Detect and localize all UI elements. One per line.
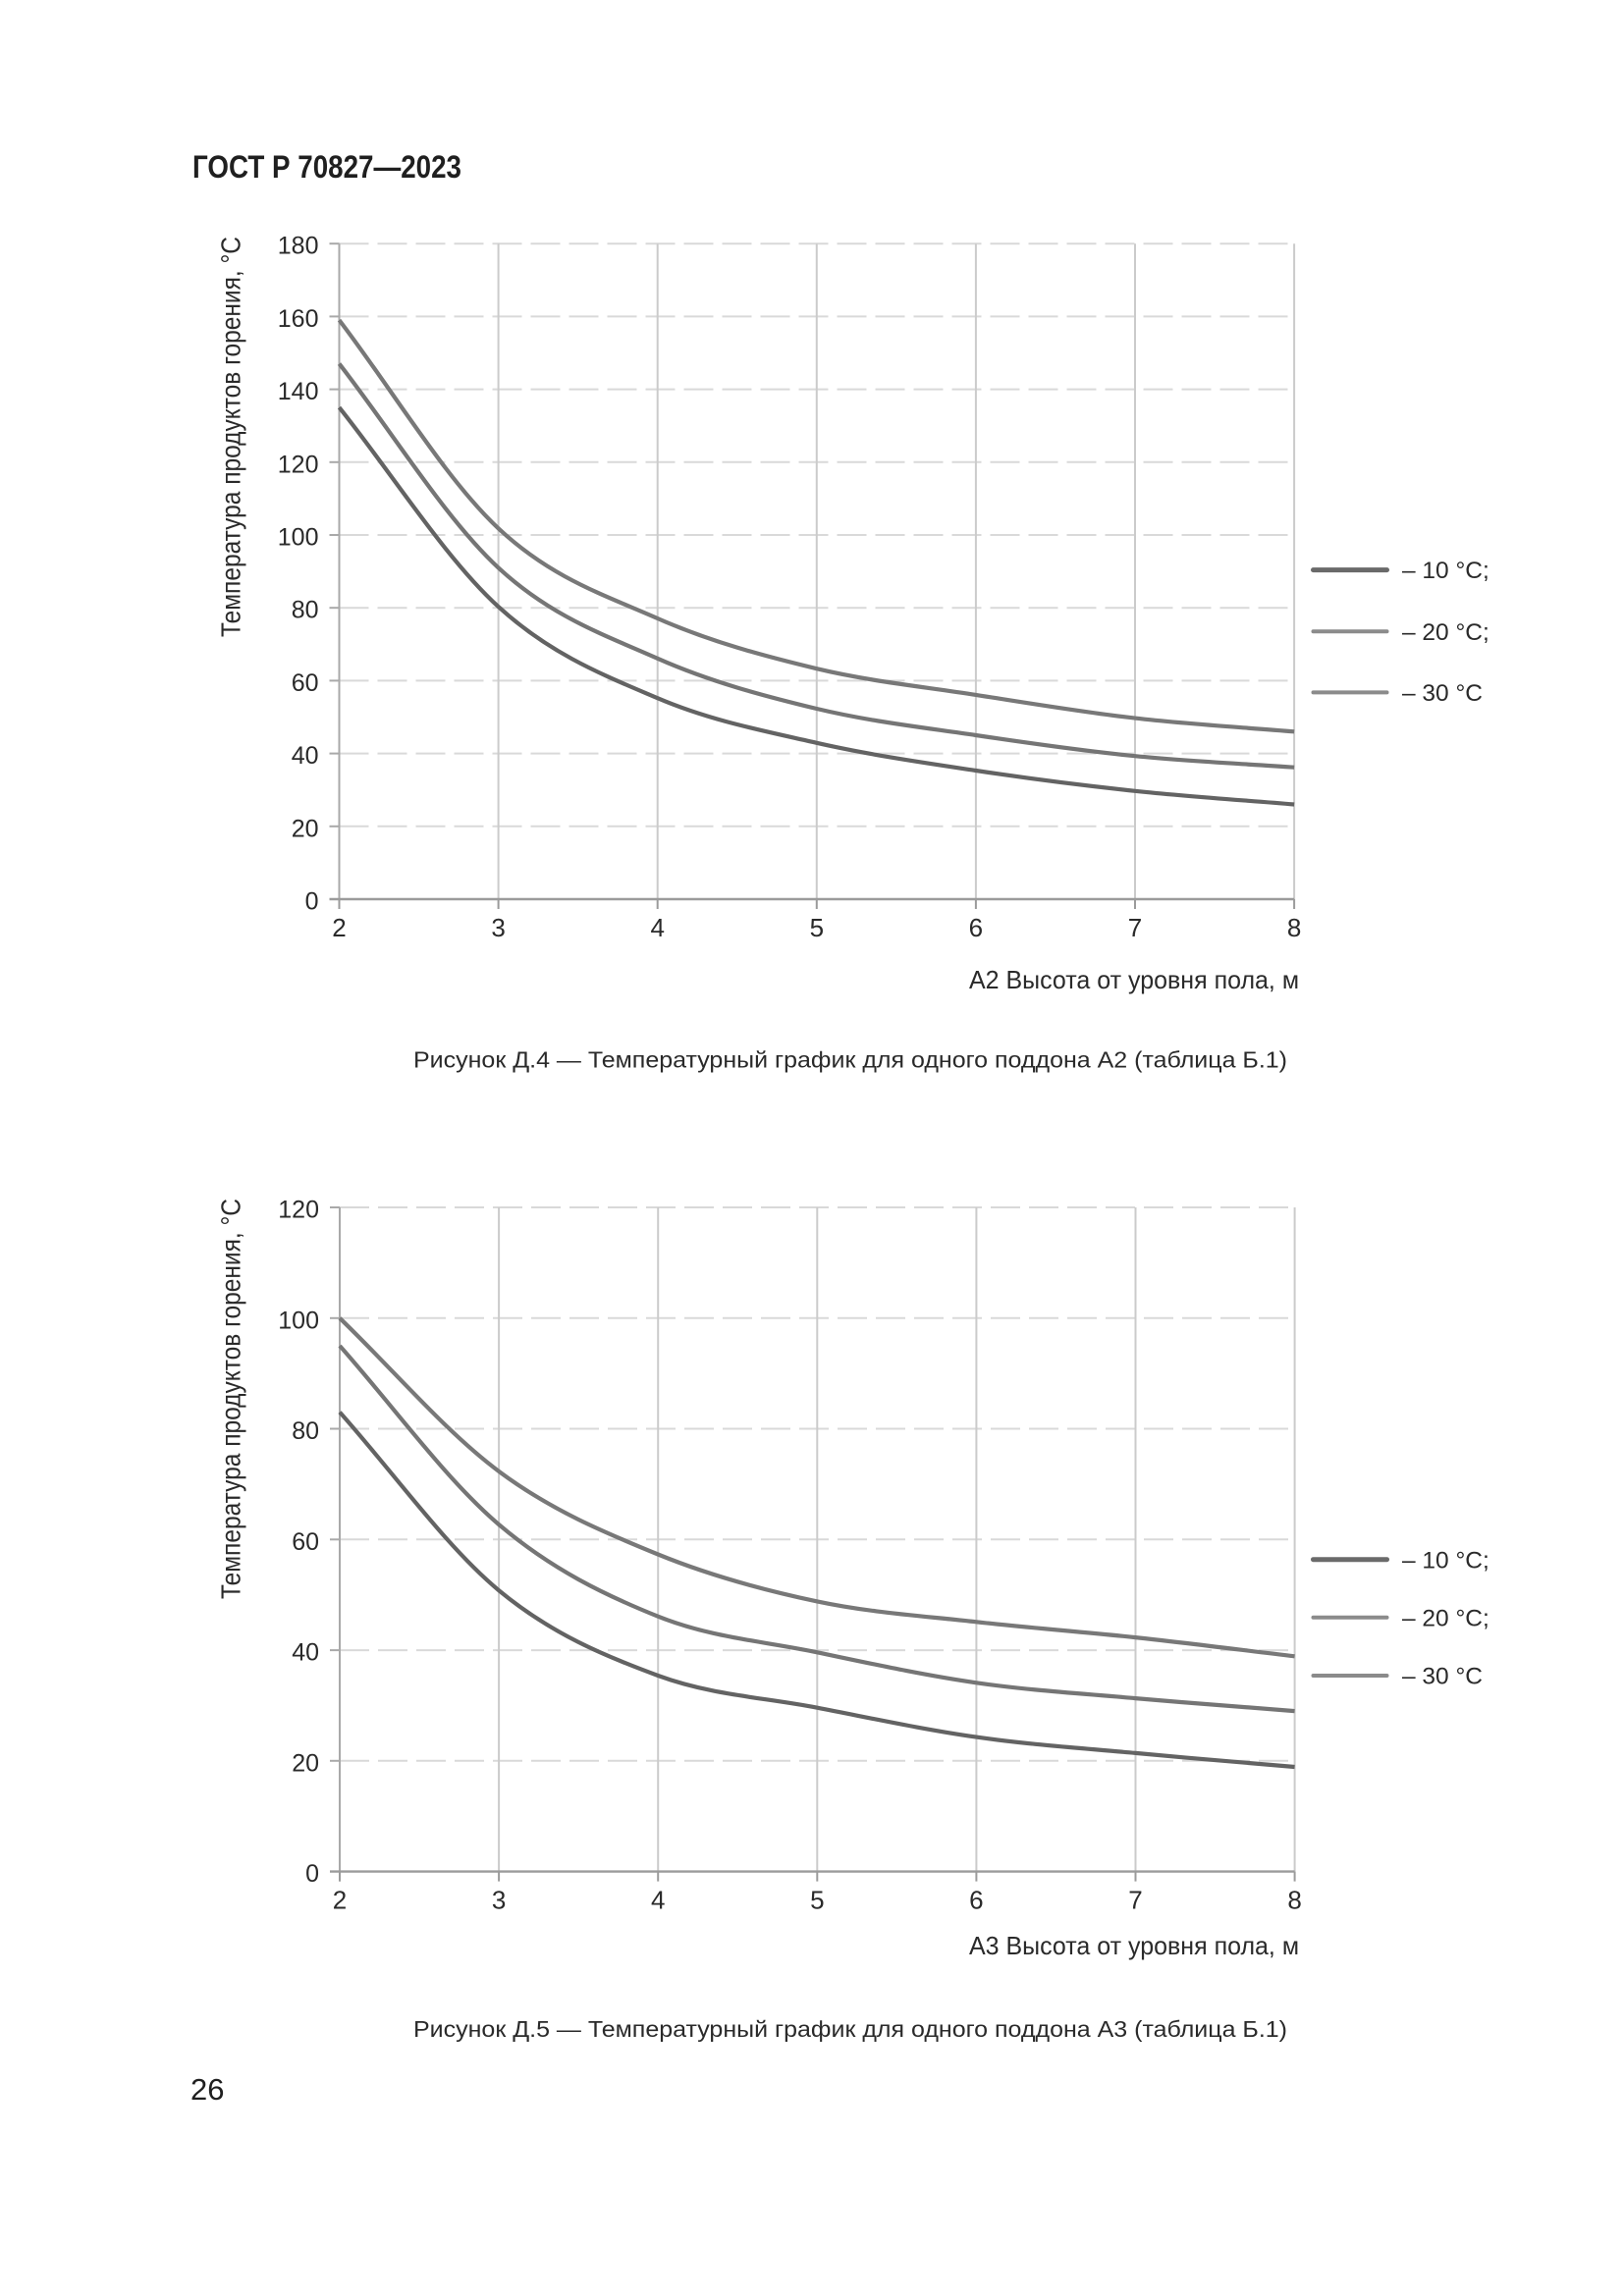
svg-text:80: 80 <box>292 1417 319 1445</box>
svg-text:7: 7 <box>1128 1886 1142 1915</box>
svg-text:8: 8 <box>1287 913 1301 942</box>
svg-text:5: 5 <box>810 1886 824 1915</box>
svg-text:– 20 °С;: – 20 °С; <box>1402 619 1489 646</box>
svg-text:5: 5 <box>810 913 824 942</box>
svg-text:4: 4 <box>651 1886 665 1915</box>
svg-text:120: 120 <box>278 451 319 478</box>
svg-text:ГОСТ Р 70827—2023: ГОСТ Р 70827—2023 <box>192 149 461 185</box>
svg-text:Рисунок Д.5 — Температурный гр: Рисунок Д.5 — Температурный график для о… <box>413 2016 1287 2042</box>
svg-text:0: 0 <box>305 1860 319 1888</box>
svg-text:6: 6 <box>969 1886 983 1915</box>
svg-text:Температура продуктов горения,: Температура продуктов горения, °С <box>216 1199 246 1599</box>
svg-text:0: 0 <box>305 888 319 916</box>
svg-text:Температура продуктов горения,: Температура продуктов горения, °С <box>216 237 246 637</box>
svg-text:– 10 °С;: – 10 °С; <box>1402 558 1489 584</box>
svg-text:4: 4 <box>650 913 664 942</box>
svg-text:А3 Высота от уровня пола, м: А3 Высота от уровня пола, м <box>969 1931 1299 1960</box>
svg-text:2: 2 <box>332 913 346 942</box>
svg-text:100: 100 <box>278 524 319 552</box>
svg-text:7: 7 <box>1128 913 1142 942</box>
svg-text:20: 20 <box>292 1749 319 1777</box>
svg-text:20: 20 <box>292 815 319 842</box>
svg-text:160: 160 <box>278 305 319 333</box>
svg-text:180: 180 <box>278 233 319 260</box>
svg-text:26: 26 <box>190 2072 224 2107</box>
svg-text:8: 8 <box>1287 1886 1301 1915</box>
svg-text:140: 140 <box>278 378 319 405</box>
svg-text:3: 3 <box>492 1886 506 1915</box>
svg-text:60: 60 <box>292 669 319 697</box>
svg-text:80: 80 <box>292 597 319 624</box>
svg-text:– 20 °С;: – 20 °С; <box>1402 1605 1489 1631</box>
svg-text:3: 3 <box>491 913 505 942</box>
svg-text:– 10 °С;: – 10 °С; <box>1402 1547 1489 1574</box>
svg-text:40: 40 <box>292 742 319 770</box>
svg-text:120: 120 <box>278 1197 319 1224</box>
svg-text:– 30 °С: – 30 °С <box>1402 680 1483 707</box>
svg-text:А2 Высота от уровня пола, м: А2 Высота от уровня пола, м <box>969 965 1299 994</box>
svg-text:– 30 °С: – 30 °С <box>1402 1664 1483 1690</box>
svg-text:6: 6 <box>969 913 983 942</box>
svg-text:60: 60 <box>292 1528 319 1556</box>
svg-text:100: 100 <box>278 1307 319 1334</box>
svg-text:Рисунок Д.4 — Температурный гр: Рисунок Д.4 — Температурный график для о… <box>413 1047 1287 1073</box>
svg-text:40: 40 <box>292 1639 319 1667</box>
svg-text:2: 2 <box>333 1886 347 1915</box>
